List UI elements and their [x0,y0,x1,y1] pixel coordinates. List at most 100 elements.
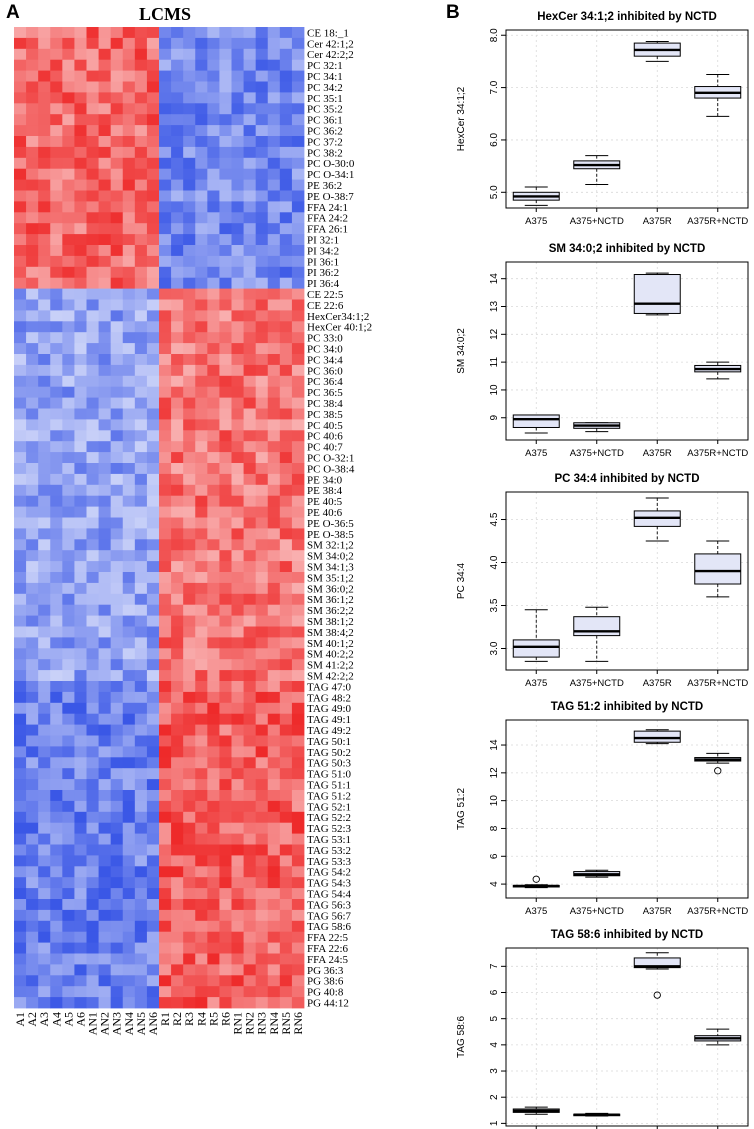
heatmap-cell [14,70,27,82]
heatmap-cell [291,430,305,442]
heatmap-cell [98,866,112,878]
heatmap-cell [146,866,160,878]
boxplot-ytick-label: 7.0 [489,80,500,94]
heatmap-cell [255,136,269,148]
heatmap-cell [14,953,27,965]
heatmap-row-label: PC O-30:0 [307,158,355,170]
heatmap-cell [134,866,148,878]
heatmap-cell [171,506,184,518]
heatmap-cell [195,572,208,584]
heatmap-cell [207,800,220,813]
heatmap-cell [86,844,99,856]
heatmap-cell [74,615,87,627]
heatmap-cell [110,572,124,584]
heatmap-row-label: PI 34:2 [307,245,339,257]
heatmap-cell [98,223,112,235]
heatmap-cell [146,37,160,50]
heatmap-cell [291,506,305,518]
heatmap-cell [110,441,124,453]
heatmap-cell [183,768,196,780]
heatmap-cell [62,190,75,202]
heatmap-cell [14,790,27,802]
heatmap-cell [207,964,220,976]
heatmap-cell [159,681,172,693]
heatmap-cell [207,713,220,725]
heatmap-cell [183,779,196,791]
heatmap-cell [134,681,148,693]
heatmap-cell [243,604,257,616]
heatmap-cell [38,419,51,431]
heatmap-cell [14,48,27,61]
heatmap-cell [291,822,305,834]
heatmap-cell [86,517,99,529]
heatmap-cell [146,408,160,420]
heatmap-cell [171,877,184,889]
heatmap-cell [207,691,220,704]
heatmap-cell [255,724,269,736]
heatmap-cell [38,179,51,191]
heatmap-cell [279,550,293,562]
heatmap-cell [86,550,99,562]
heatmap-cell [279,724,293,736]
heatmap-cell [86,986,99,998]
heatmap-cell [291,59,305,71]
heatmap-cell [291,735,305,747]
heatmap-cell [159,539,172,551]
boxplot-frame [505,491,749,671]
heatmap-cell [122,790,136,802]
heatmap-cell [255,844,269,856]
heatmap-cell [122,626,136,638]
heatmap-cell [267,125,281,137]
heatmap-cell [291,942,305,954]
boxplot-ytick-label: 10 [489,384,500,396]
heatmap-cell [86,506,99,518]
heatmap-cell [74,168,87,180]
heatmap-cell [219,157,232,170]
heatmap-cell [98,942,112,954]
heatmap-cell [159,354,172,366]
heatmap-cell [207,234,220,246]
heatmap-cell [243,593,257,606]
heatmap-cell [62,364,75,377]
heatmap-cell [62,146,75,159]
heatmap-cell [183,539,196,551]
heatmap-cell [219,179,232,191]
heatmap-cell [171,168,184,180]
heatmap-cell [26,681,39,693]
heatmap-cell [62,572,75,584]
heatmap-cell [195,70,208,82]
heatmap-cell [195,190,208,202]
heatmap-cell [110,670,124,682]
heatmap-cell [86,822,99,834]
heatmap-cell [255,702,269,715]
heatmap-cell [134,724,148,736]
heatmap-cell [267,463,281,475]
heatmap-cell [267,81,281,93]
heatmap-cell [50,463,63,475]
heatmap-cell [38,822,51,834]
heatmap-cell [195,899,208,911]
heatmap-cell [134,70,148,82]
heatmap-cell [98,724,112,736]
heatmap-cell [38,430,51,442]
heatmap-cell [74,332,87,344]
heatmap-cell [171,277,184,289]
heatmap-cell [86,593,99,606]
heatmap-cell [62,114,75,126]
heatmap-cell [171,713,184,725]
heatmap-cell [183,59,196,71]
heatmap-row-label: SM 36:1;2 [307,594,354,606]
heatmap-cell [62,899,75,911]
heatmap-cell [14,277,27,289]
heatmap-cell [98,48,112,61]
heatmap-cell [231,397,244,409]
heatmap-cell [98,822,112,834]
heatmap-cell [243,517,257,529]
heatmap-cell [231,125,244,137]
heatmap-cell [171,637,184,649]
heatmap-cell [291,299,305,311]
heatmap-cell [183,364,196,377]
heatmap-cell [98,626,112,638]
heatmap-cell [195,811,208,824]
heatmap-cell [243,931,257,943]
